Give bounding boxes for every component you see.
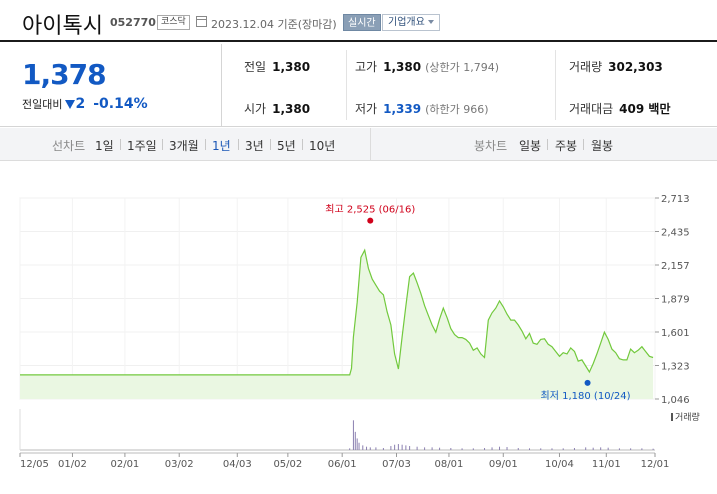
change-line: 전일대비 2 -0.14% — [22, 96, 148, 112]
stock-header: 아이톡시 052770 코스닥 2023.12.04 기준(장마감) 실시간 기… — [0, 0, 717, 42]
x-tick-label: 03/02 — [165, 459, 194, 470]
prev-close: 전일 1,380 — [244, 58, 310, 75]
x-tick-label: 08/01 — [435, 459, 464, 470]
volume-label: 거래량 — [569, 60, 603, 74]
prev-close-label: 전일 — [244, 60, 267, 74]
y-tick-label: 2,713 — [661, 194, 690, 205]
price-box: 1,378 전일대비 2 -0.14% — [0, 44, 222, 127]
chart-tabbar: 선차트 1일 1주일 3개월 1년 3년 5년 10년 봉차트 일봉 주봉 월봉 — [0, 128, 717, 161]
open-label: 시가 — [244, 102, 267, 116]
volume-legend: 거래량 — [671, 410, 700, 423]
price-area — [20, 250, 654, 399]
volume: 거래량 302,303 — [569, 58, 663, 75]
x-tick-label: 10/04 — [545, 459, 574, 470]
x-tick-label: 11/01 — [592, 459, 621, 470]
tab-separator — [120, 139, 121, 150]
x-tick-label: 02/01 — [110, 459, 139, 470]
high-point-marker — [367, 217, 374, 224]
company-overview-dropdown[interactable]: 기업개요 — [382, 14, 440, 31]
x-tick-label: 12/05 — [20, 459, 49, 470]
quote-summary: 1,378 전일대비 2 -0.14% 전일 1,380 고가 1,380 (상한가 1,… — [0, 44, 717, 127]
y-axis-ticks: 2,713 2,435 2,157 1,879 1,601 1,323 1,046 — [655, 194, 690, 406]
high-price: 고가 1,380 (상한가 1,794) — [355, 58, 499, 75]
divider — [346, 50, 347, 120]
tab-separator — [205, 139, 206, 150]
low-value: 1,339 — [383, 102, 422, 116]
tab-separator — [162, 139, 163, 150]
tab-10y[interactable]: 10년 — [309, 139, 336, 153]
y-tick-label: 1,046 — [661, 395, 690, 406]
price-line — [20, 248, 654, 376]
trade-amount: 거래대금 409 백만 — [569, 100, 670, 117]
y-tick-label: 2,435 — [661, 228, 690, 239]
price-chart-svg: 2,713 2,435 2,157 1,879 1,601 1,323 1,046 12/0… — [19, 194, 690, 470]
high-annotation: 최고 2,525 (06/16) — [325, 204, 415, 216]
stock-name: 아이톡시 — [22, 14, 103, 39]
tab-separator — [547, 139, 548, 150]
price-chart: 2,713 2,435 2,157 1,879 1,601 1,323 1,046 12/0… — [0, 185, 717, 494]
down-arrow-icon — [65, 100, 76, 109]
realtime-button[interactable]: 실시간 — [343, 14, 381, 31]
tab-1w[interactable]: 1주일 — [127, 139, 157, 153]
base-date: 2023.12.04 기준(장마감) — [211, 18, 337, 31]
upper-limit: (상한가 1,794) — [425, 61, 499, 74]
calendar-icon — [196, 16, 207, 27]
current-price: 1,378 — [22, 58, 107, 91]
stock-code: 052770 — [110, 16, 156, 29]
x-tick-label: 05/02 — [273, 459, 302, 470]
low-price: 저가 1,339 (하한가 966) — [355, 100, 489, 117]
tab-separator — [302, 139, 303, 150]
x-axis-ticks: 12/05 01/02 02/01 03/02 04/03 05/02 06/01 07/03… — [19, 452, 670, 470]
tab-daily[interactable]: 일봉 — [519, 139, 542, 153]
low-annotation: 최저 1,180 (10/24) — [541, 390, 631, 402]
line-chart-title: 선차트 — [52, 139, 86, 153]
change-label: 전일대비 — [22, 98, 63, 111]
tab-1d[interactable]: 1일 — [95, 139, 114, 153]
chevron-down-icon — [427, 20, 434, 24]
x-tick-label: 01/02 — [58, 459, 87, 470]
lower-limit: (하한가 966) — [425, 103, 489, 116]
tab-weekly[interactable]: 주봉 — [555, 139, 578, 153]
x-tick-label: 12/01 — [641, 459, 670, 470]
change-amount: 2 — [75, 96, 86, 112]
prev-close-value: 1,380 — [272, 60, 311, 74]
company-overview-label: 기업개요 — [388, 17, 425, 28]
change-rate: -0.14% — [93, 96, 148, 112]
tab-separator — [583, 139, 584, 150]
low-label: 저가 — [355, 102, 378, 116]
open-value: 1,380 — [272, 102, 311, 116]
low-point-marker — [584, 379, 591, 386]
candle-chart-title: 봉차트 — [474, 139, 508, 153]
volume-value: 302,303 — [608, 60, 663, 74]
y-tick-label: 1,601 — [661, 328, 690, 339]
divider — [555, 50, 556, 120]
open-price: 시가 1,380 — [244, 100, 310, 117]
tab-separator — [270, 139, 271, 150]
chart-grid — [19, 197, 656, 400]
market-badge: 코스닥 — [157, 15, 190, 30]
tab-3m[interactable]: 3개월 — [169, 139, 199, 153]
x-tick-label: 06/01 — [328, 459, 357, 470]
high-label: 고가 — [355, 60, 378, 74]
tab-3y[interactable]: 3년 — [245, 139, 264, 153]
x-tick-label: 04/03 — [223, 459, 252, 470]
tab-5y[interactable]: 5년 — [277, 139, 296, 153]
tabbar-divider — [370, 128, 371, 161]
trade-amount-label: 거래대금 — [569, 102, 614, 116]
tab-separator — [238, 139, 239, 150]
y-tick-label: 1,879 — [661, 295, 690, 306]
trade-amount-value: 409 백만 — [619, 102, 671, 116]
tab-monthly[interactable]: 월봉 — [591, 139, 614, 153]
x-tick-label: 09/01 — [489, 459, 518, 470]
volume-bars — [19, 409, 655, 451]
tab-1y[interactable]: 1년 — [212, 139, 231, 153]
y-tick-label: 2,157 — [661, 261, 690, 272]
x-tick-label: 07/03 — [382, 459, 411, 470]
y-tick-label: 1,323 — [661, 362, 690, 373]
high-value: 1,380 — [383, 60, 422, 74]
